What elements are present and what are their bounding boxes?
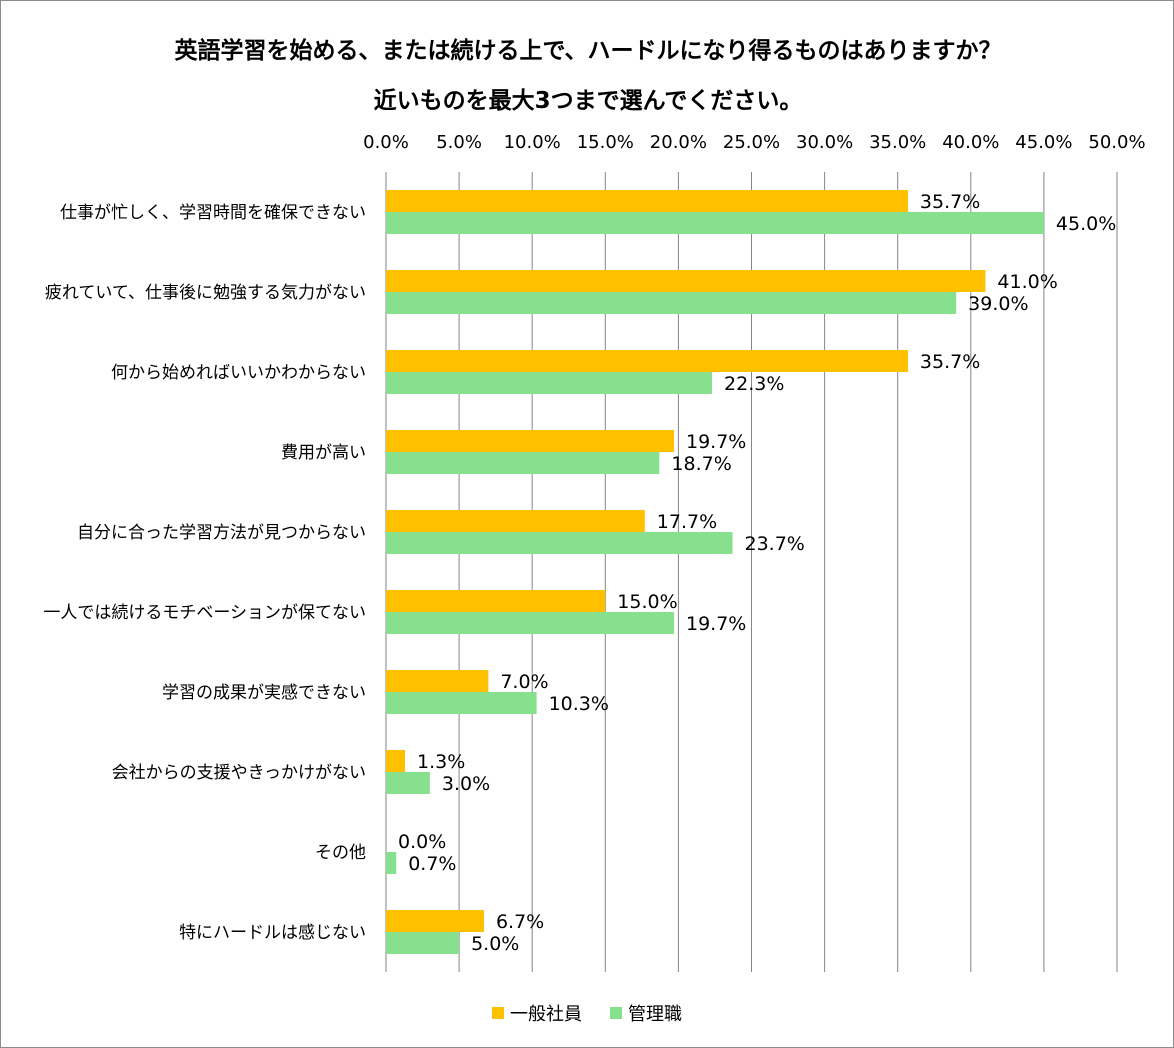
data-label: 5.0% — [471, 933, 519, 955]
data-label: 45.0% — [1056, 213, 1116, 235]
data-label: 41.0% — [997, 271, 1057, 293]
x-tick-label: 15.0% — [577, 132, 634, 153]
bars — [386, 190, 1044, 954]
legend-label[interactable]: 一般社員 — [510, 1004, 582, 1025]
category-label: 何から始めればいいかわからない — [111, 363, 366, 383]
data-labels: 35.7%45.0%41.0%39.0%35.7%22.3%19.7%18.7%… — [398, 191, 1116, 955]
category-labels: 仕事が忙しく、学習時間を確保できない疲れていて、仕事後に勉強する気力がない何から… — [43, 203, 366, 943]
legend-label[interactable]: 管理職 — [628, 1004, 682, 1025]
x-tick-label: 35.0% — [869, 132, 926, 153]
data-label: 39.0% — [968, 293, 1028, 315]
x-tick-label: 40.0% — [942, 132, 999, 153]
bar-series1 — [386, 270, 986, 292]
category-label: 仕事が忙しく、学習時間を確保できない — [60, 203, 366, 223]
bar-series2 — [386, 932, 460, 954]
bar-series1 — [386, 750, 406, 772]
data-label: 6.7% — [496, 911, 544, 933]
chart-title: 英語学習を始める、または続ける上で、ハードルになり得るものはありますか？ — [174, 38, 1002, 64]
category-label: 学習の成果が実感できない — [162, 683, 366, 703]
chart-subtitle: 近いものを最大3つまで選んでください。 — [373, 88, 803, 114]
data-label: 22.3% — [724, 373, 784, 395]
data-label: 35.7% — [920, 351, 980, 373]
bar-series2 — [386, 532, 733, 554]
data-label: 7.0% — [500, 671, 548, 693]
bar-series1 — [386, 430, 675, 452]
data-label: 0.7% — [408, 853, 456, 875]
category-label: その他 — [315, 843, 366, 863]
x-tick-label: 45.0% — [1015, 132, 1072, 153]
legend-swatch — [610, 1007, 622, 1019]
category-label: 自分に合った学習方法が見つからない — [77, 523, 366, 543]
data-label: 19.7% — [686, 431, 746, 453]
bar-series2 — [386, 292, 957, 314]
x-tick-label: 0.0% — [363, 132, 409, 153]
bar-series1 — [386, 510, 645, 532]
category-label: 疲れていて、仕事後に勉強する気力がない — [45, 283, 366, 303]
data-label: 3.0% — [442, 773, 490, 795]
bar-series1 — [386, 910, 484, 932]
category-label: 費用が高い — [281, 443, 366, 463]
data-label: 15.0% — [617, 591, 677, 613]
data-label: 0.0% — [398, 831, 446, 853]
bar-series2 — [386, 452, 660, 474]
bar-series2 — [386, 612, 675, 634]
x-axis-ticks: 0.0% 5.0% 10.0% 15.0% 20.0% 25.0% 30.0% 35.0% 40… — [363, 132, 1145, 153]
bar-series2 — [386, 852, 397, 874]
x-tick-label: 25.0% — [723, 132, 780, 153]
bar-series2 — [386, 692, 537, 714]
x-tick-label: 30.0% — [796, 132, 853, 153]
data-label: 10.3% — [549, 693, 609, 715]
bar-series1 — [386, 590, 606, 612]
data-label: 18.7% — [671, 453, 731, 475]
bar-series2 — [386, 772, 430, 794]
legend-swatch — [492, 1007, 504, 1019]
category-label: 会社からの支援やきっかけがない — [112, 763, 366, 783]
data-label: 19.7% — [686, 613, 746, 635]
bar-series1 — [386, 350, 908, 372]
legend[interactable]: 一般社員 管理職 — [492, 1004, 682, 1025]
data-label: 35.7% — [920, 191, 980, 213]
bar-series1 — [386, 670, 489, 692]
x-tick-label: 20.0% — [650, 132, 707, 153]
x-tick-label: 10.0% — [504, 132, 561, 153]
bar-series2 — [386, 372, 713, 394]
category-label: 特にハードルは感じない — [179, 923, 366, 943]
x-tick-label: 50.0% — [1088, 132, 1145, 153]
data-label: 1.3% — [417, 751, 465, 773]
bar-series1 — [386, 190, 908, 212]
bar-series2 — [386, 212, 1044, 234]
data-label: 17.7% — [657, 511, 717, 533]
x-tick-label: 5.0% — [436, 132, 482, 153]
data-label: 23.7% — [744, 533, 804, 555]
category-label: 一人では続けるモチベーションが保てない — [43, 603, 366, 623]
